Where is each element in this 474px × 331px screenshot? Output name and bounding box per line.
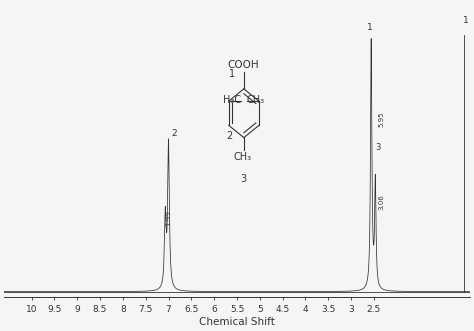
Text: 3: 3 [375, 143, 381, 152]
Text: CH₃: CH₃ [234, 152, 252, 162]
Text: 2: 2 [227, 130, 233, 141]
Text: H₃C: H₃C [223, 95, 242, 105]
Text: COOH: COOH [227, 60, 259, 70]
Text: 5.95: 5.95 [378, 112, 384, 127]
Text: CH₃: CH₃ [246, 95, 264, 105]
Text: 2: 2 [172, 129, 177, 138]
Text: 1: 1 [367, 24, 373, 32]
Text: 3.06: 3.06 [378, 194, 384, 210]
Text: 1.99: 1.99 [165, 211, 171, 226]
Text: 3: 3 [240, 173, 246, 184]
Text: 1: 1 [463, 16, 469, 25]
Text: 1: 1 [228, 69, 235, 79]
X-axis label: Chemical Shift: Chemical Shift [199, 317, 275, 327]
